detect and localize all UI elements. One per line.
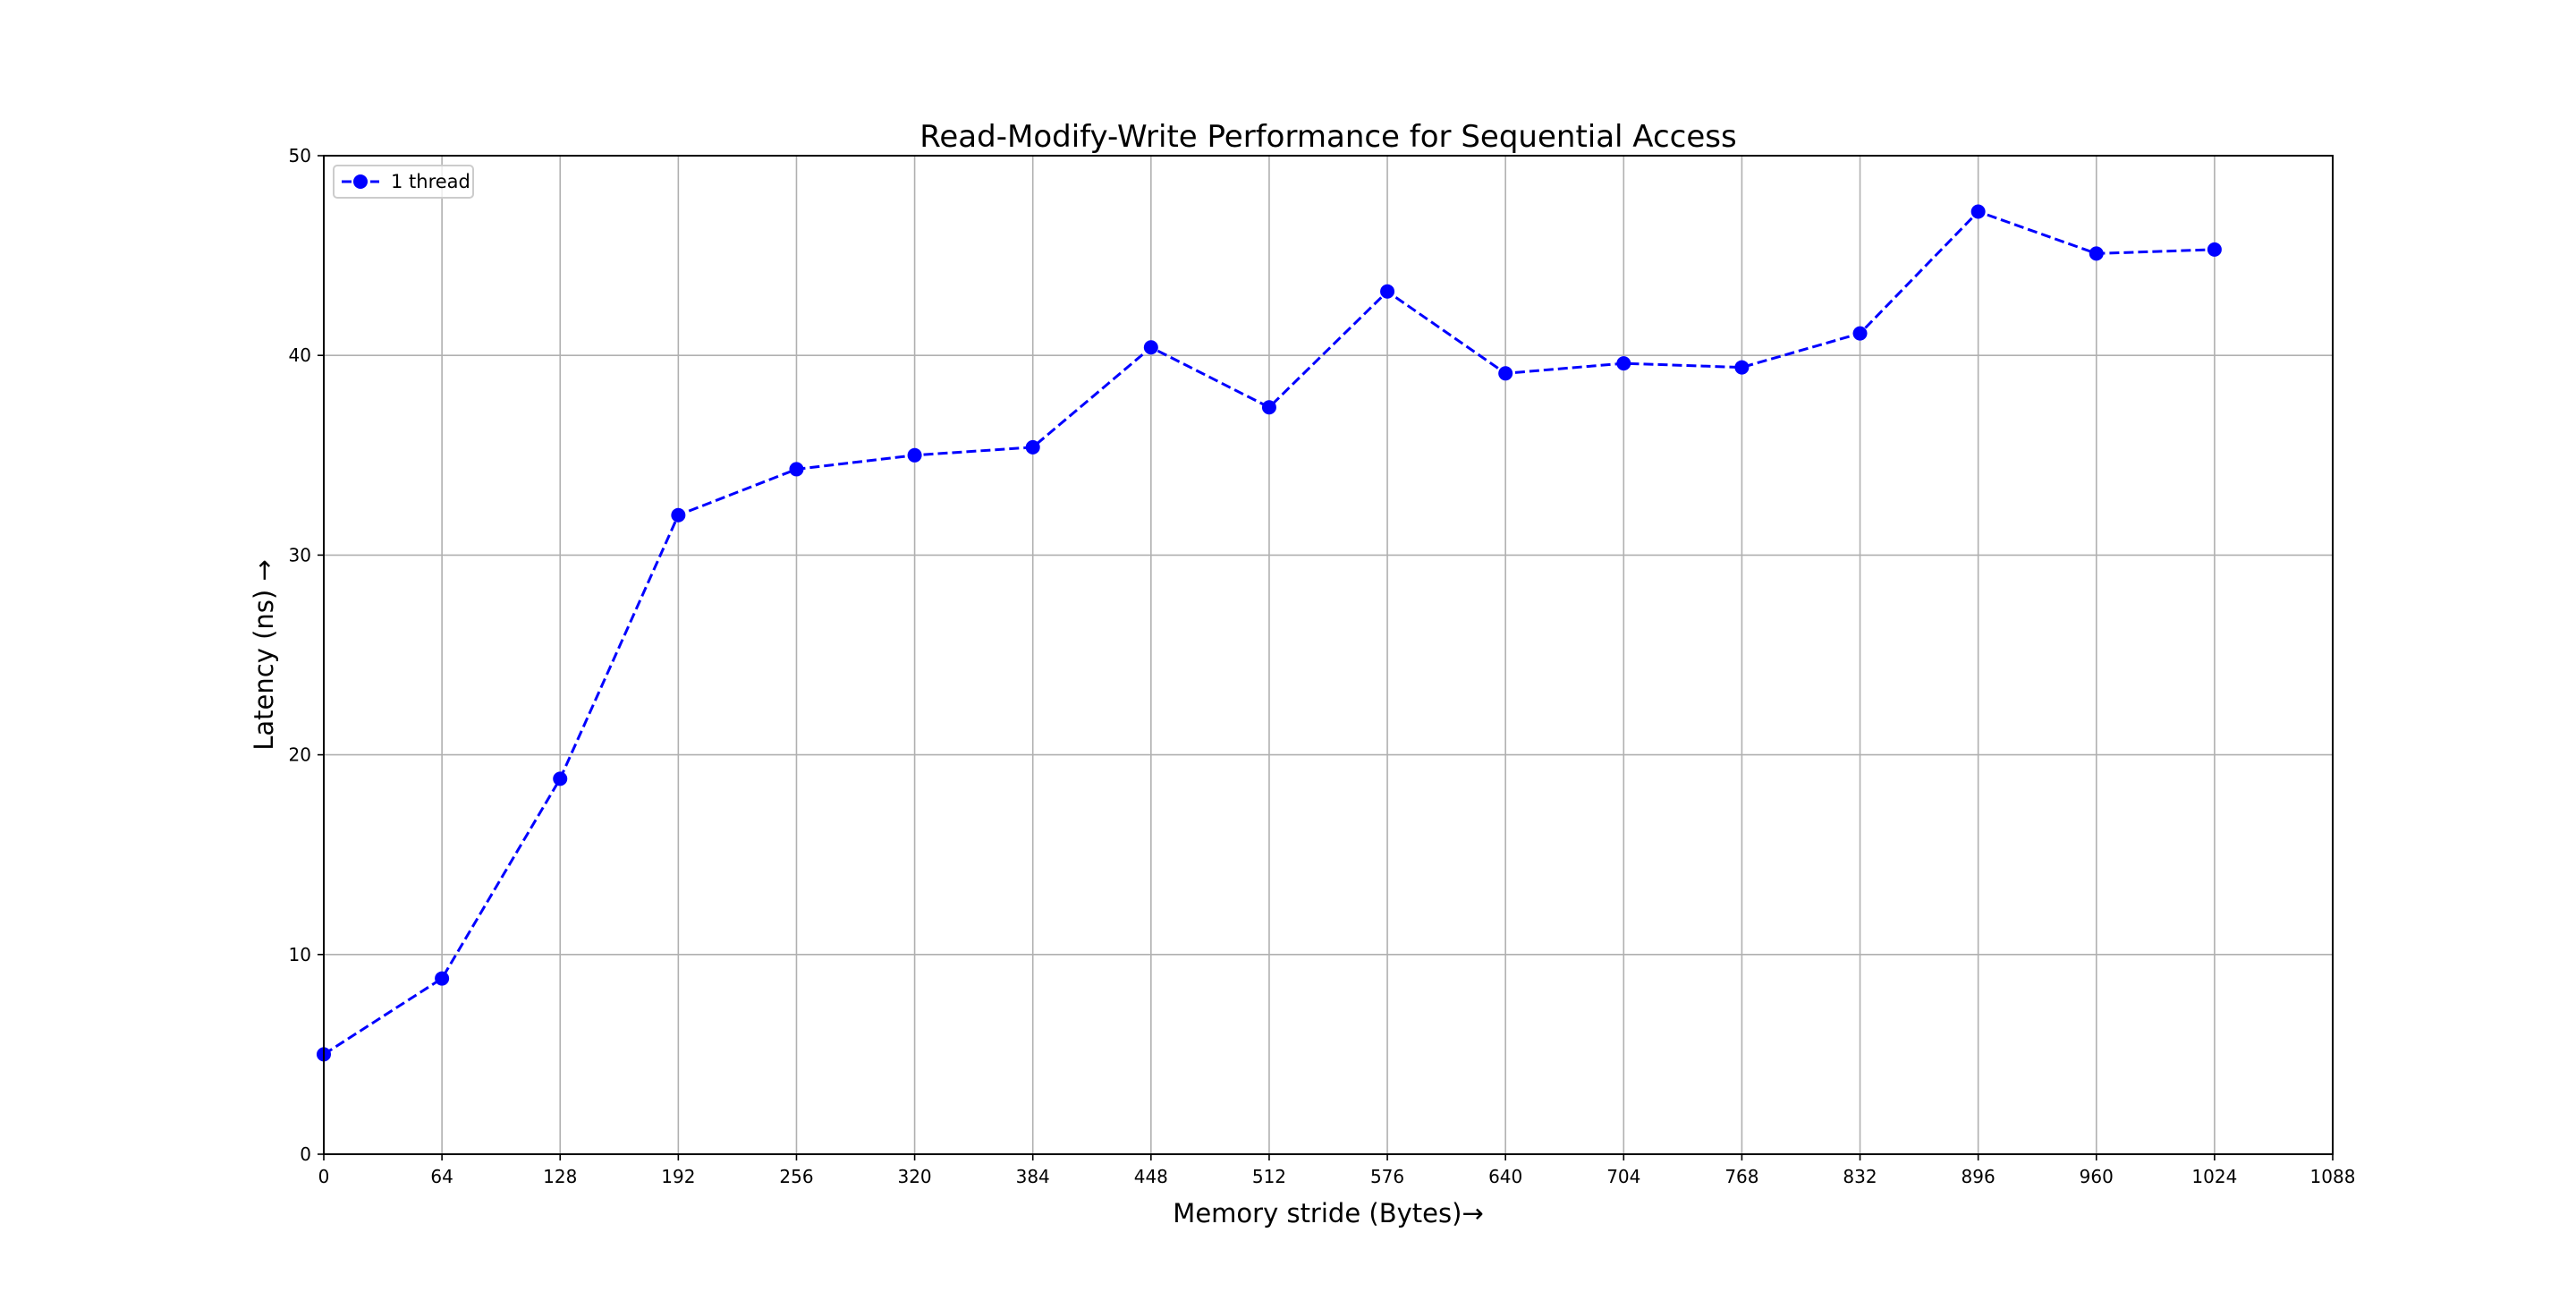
data-point — [907, 447, 922, 463]
legend: 1 thread — [333, 165, 474, 199]
data-point — [2207, 242, 2222, 257]
data-point — [1380, 284, 1395, 299]
chart-title: Read-Modify-Write Performance for Sequen… — [919, 119, 1736, 155]
x-axis-label: Memory stride (Bytes)→ — [1173, 1198, 1483, 1228]
data-point — [1852, 326, 1868, 341]
data-point — [1616, 356, 1631, 371]
x-tick-label: 256 — [779, 1166, 813, 1187]
x-tick-label: 1088 — [2310, 1166, 2356, 1187]
data-point — [1261, 400, 1276, 415]
legend-marker — [353, 174, 368, 189]
y-tick-label: 10 — [289, 944, 311, 965]
data-point — [553, 771, 568, 786]
data-point — [1025, 439, 1040, 455]
x-tick-label: 1024 — [2191, 1166, 2237, 1187]
y-tick-label: 0 — [300, 1143, 311, 1165]
x-tick-label: 640 — [1488, 1166, 1522, 1187]
x-tick-label: 512 — [1252, 1166, 1286, 1187]
data-point — [1734, 360, 1750, 375]
data-point — [2089, 246, 2104, 261]
series-layer — [317, 204, 2222, 1062]
x-tick-label: 576 — [1370, 1166, 1404, 1187]
x-tick-label: 960 — [2080, 1166, 2114, 1187]
legend-label-1-thread: 1 thread — [391, 171, 470, 192]
y-tick-label: 20 — [289, 744, 311, 766]
data-point — [671, 507, 686, 523]
x-tick-label: 448 — [1134, 1166, 1168, 1187]
x-tick-label: 64 — [430, 1166, 453, 1187]
data-point — [1970, 204, 1986, 219]
data-point — [435, 971, 450, 986]
y-axis-label: Latency (ns) → — [249, 559, 279, 750]
x-tick-label: 192 — [661, 1166, 695, 1187]
y-tick-label: 40 — [289, 344, 311, 366]
x-tick-label: 128 — [543, 1166, 577, 1187]
x-tick-label: 768 — [1724, 1166, 1758, 1187]
series-line-0 — [323, 209, 2215, 1056]
axes-frame — [323, 155, 2334, 1155]
x-tick-label: 320 — [897, 1166, 931, 1187]
data-point — [1143, 340, 1158, 355]
data-point — [1498, 366, 1513, 381]
y-tick-label: 30 — [289, 544, 311, 565]
ticks: 0 64 128 192 256 320 384 448 512 576 640 704 768 832 8… — [289, 145, 2356, 1187]
y-tick-label: 50 — [289, 145, 311, 166]
x-tick-label: 896 — [1962, 1166, 1996, 1187]
data-point — [789, 462, 804, 477]
x-tick-label: 384 — [1016, 1166, 1050, 1187]
x-tick-label: 0 — [318, 1166, 330, 1187]
legend-box — [333, 165, 474, 199]
x-tick-label: 704 — [1606, 1166, 1640, 1187]
x-tick-label: 832 — [1843, 1166, 1877, 1187]
